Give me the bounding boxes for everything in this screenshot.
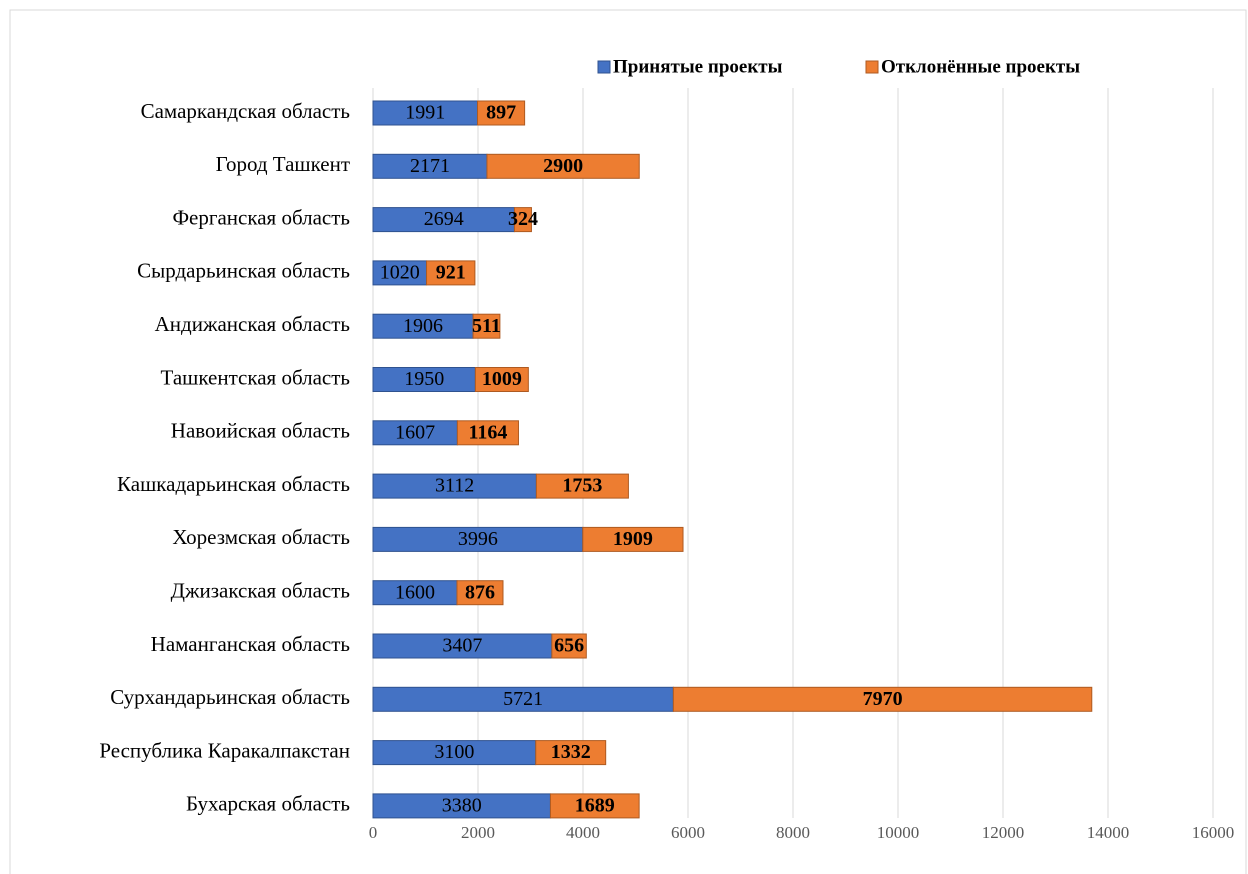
bar-segment (486, 153, 640, 179)
y-tick-label: Ташкентская область (161, 365, 350, 389)
data-label: 2171 (410, 155, 450, 177)
data-label: 1906 (403, 315, 443, 337)
bar-segment (456, 580, 504, 606)
y-tick-label: Сурхандарьинская область (110, 685, 350, 709)
data-label: 511 (472, 315, 501, 337)
data-label: 3380 (442, 794, 482, 816)
y-tick-label: Город Ташкент (216, 152, 350, 176)
data-label: 1600 (395, 581, 435, 603)
data-label: 1020 (380, 261, 420, 283)
legend-label: Отклонённые проекты (881, 56, 1080, 77)
x-tick-label: 6000 (671, 823, 705, 842)
data-label: 7970 (863, 688, 903, 710)
x-tick-label: 14000 (1087, 823, 1130, 842)
bar-segment (477, 100, 526, 126)
y-tick-label: Джизакская область (171, 579, 350, 603)
bar-segment (372, 260, 428, 286)
data-label: 2900 (543, 155, 583, 177)
data-label: 876 (465, 581, 495, 603)
y-tick-label: Кашкадарьинская область (117, 472, 350, 496)
bar-segment (372, 473, 537, 499)
data-label: 1009 (482, 368, 522, 390)
data-label: 1909 (613, 528, 653, 550)
y-tick-label: Самаркандская область (141, 99, 350, 123)
bar-segment (672, 686, 1093, 712)
data-label: 1753 (562, 475, 602, 497)
y-tick-label: Бухарская область (186, 792, 350, 816)
bar-segment (426, 260, 476, 286)
bar-segment (582, 526, 684, 552)
bar-segment (372, 207, 515, 233)
y-tick-label: Республика Каракалпакстан (99, 738, 350, 762)
data-label: 1332 (551, 741, 591, 763)
x-tick-label: 10000 (877, 823, 920, 842)
bar-segment (474, 367, 529, 392)
bar-segment (535, 740, 607, 766)
data-label: 1164 (468, 421, 507, 443)
data-label: 3100 (434, 741, 474, 763)
chart-border (9, 9, 1247, 874)
legend-swatch (597, 60, 611, 74)
data-label: 921 (436, 261, 466, 283)
bar-segment (535, 473, 629, 499)
data-label: 1950 (404, 368, 444, 390)
y-tick-label: Ферганская область (172, 205, 350, 229)
data-label: 1689 (575, 794, 615, 816)
bar-segment (372, 633, 553, 659)
bar-segment (456, 420, 519, 446)
x-tick-label: 8000 (776, 823, 810, 842)
bar-segment (372, 153, 488, 179)
y-tick-label: Андижанская область (155, 312, 350, 336)
bar-segment (372, 580, 458, 606)
bar-segment (372, 740, 537, 766)
data-label: 3407 (442, 635, 482, 657)
x-tick-label: 0 (369, 823, 378, 842)
bar-segment (551, 633, 587, 659)
x-tick-label: 16000 (1192, 823, 1235, 842)
data-label: 2694 (424, 208, 464, 230)
legend-swatch (865, 60, 879, 74)
x-tick-label: 12000 (982, 823, 1025, 842)
data-label: 324 (508, 208, 538, 230)
y-tick-label: Наманганская область (151, 632, 350, 656)
bar-segment (372, 526, 584, 552)
y-tick-label: Хорезмская область (172, 525, 350, 549)
y-tick-label: Сырдарьинская область (137, 259, 350, 283)
bar-segment (513, 207, 532, 233)
data-label: 3996 (458, 528, 498, 550)
bar-segment (372, 793, 551, 819)
data-label: 1607 (395, 421, 435, 443)
bar-segment (549, 793, 640, 819)
bar-segment (372, 367, 476, 392)
data-label: 656 (554, 635, 584, 657)
data-label: 5721 (503, 688, 543, 710)
data-label: 3112 (435, 475, 474, 497)
bar-segment (372, 686, 674, 712)
data-label: 897 (486, 102, 516, 124)
y-tick-label: Навоийская область (171, 419, 350, 443)
x-tick-label: 2000 (461, 823, 495, 842)
legend-label: Принятые проекты (613, 56, 783, 77)
data-label: 1991 (405, 102, 445, 124)
bar-segment (472, 313, 501, 339)
x-tick-label: 4000 (566, 823, 600, 842)
